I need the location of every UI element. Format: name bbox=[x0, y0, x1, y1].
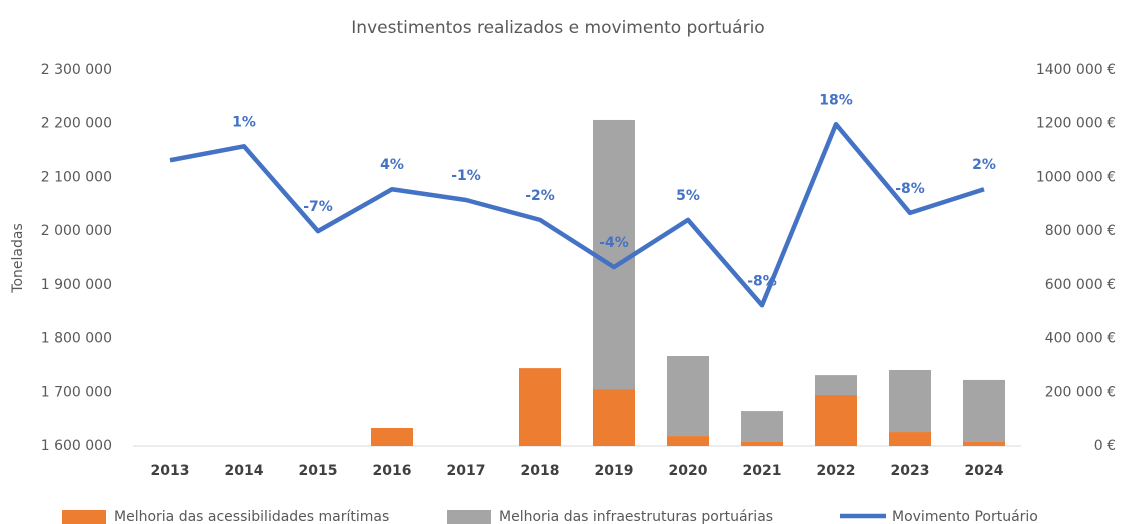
x-tick-label: 2015 bbox=[299, 463, 338, 479]
change-label: -1% bbox=[451, 168, 481, 184]
bar bbox=[889, 432, 931, 446]
bar bbox=[741, 411, 783, 442]
bar bbox=[963, 379, 1005, 442]
bar bbox=[667, 356, 709, 437]
x-tick-label: 2024 bbox=[965, 463, 1004, 479]
x-tick-label: 2021 bbox=[743, 463, 782, 479]
y-tick-label: 1 900 000 bbox=[41, 277, 112, 293]
x-tick-label: 2017 bbox=[447, 463, 486, 479]
legend-label: Movimento Portuário bbox=[892, 509, 1038, 524]
x-tick-label: 2013 bbox=[151, 463, 190, 479]
y-tick-label: 2 000 000 bbox=[41, 223, 112, 239]
legend-label: Melhoria das acessibilidades marítimas bbox=[114, 509, 389, 524]
change-label: 4% bbox=[380, 157, 404, 173]
change-label: 5% bbox=[676, 188, 700, 204]
y2-tick-label: 400 000 € bbox=[1045, 331, 1116, 347]
change-label: -8% bbox=[747, 273, 777, 289]
bar bbox=[371, 428, 413, 446]
bar bbox=[593, 389, 635, 446]
legend-swatch bbox=[62, 510, 106, 524]
change-label: -4% bbox=[599, 235, 629, 251]
x-tick-label: 2020 bbox=[669, 463, 708, 479]
bar bbox=[889, 369, 931, 433]
legend-label: Melhoria das infraestruturas portuárias bbox=[499, 509, 773, 524]
y2-tick-label: 0 € bbox=[1094, 438, 1116, 454]
x-tick-label: 2023 bbox=[891, 463, 930, 479]
line bbox=[169, 122, 985, 308]
y2-tick-label: 1000 000 € bbox=[1036, 169, 1116, 185]
change-label: -7% bbox=[303, 199, 333, 215]
y2-tick-label: 1400 000 € bbox=[1036, 62, 1116, 78]
bar bbox=[815, 394, 857, 446]
y-axis-title: Toneladas bbox=[10, 223, 26, 293]
bar bbox=[815, 375, 857, 395]
legend-swatch bbox=[447, 510, 491, 524]
y2-tick-label: 1200 000 € bbox=[1036, 116, 1116, 132]
x-tick-label: 2016 bbox=[373, 463, 412, 479]
bar bbox=[519, 368, 561, 446]
x-tick-label: 2019 bbox=[595, 463, 634, 479]
change-label: -2% bbox=[525, 188, 555, 204]
y2-tick-label: 800 000 € bbox=[1045, 223, 1116, 239]
y-tick-label: 1 700 000 bbox=[41, 384, 112, 400]
y-tick-label: 2 100 000 bbox=[41, 169, 112, 185]
bar bbox=[963, 441, 1005, 446]
change-label: 18% bbox=[819, 92, 853, 108]
change-label: 2% bbox=[972, 157, 996, 173]
x-tick-label: 2014 bbox=[225, 463, 264, 479]
y-tick-label: 1 800 000 bbox=[41, 331, 112, 347]
y-tick-label: 2 200 000 bbox=[41, 116, 112, 132]
bar bbox=[667, 436, 709, 446]
y2-tick-label: 600 000 € bbox=[1045, 277, 1116, 293]
chart-title: Investimentos realizados e movimento por… bbox=[351, 18, 764, 38]
change-label: -8% bbox=[895, 181, 925, 197]
x-tick-label: 2018 bbox=[521, 463, 560, 479]
x-tick-label: 2022 bbox=[817, 463, 856, 479]
y-tick-label: 1 600 000 bbox=[41, 438, 112, 454]
y2-tick-label: 200 000 € bbox=[1045, 384, 1116, 400]
change-label: 1% bbox=[232, 114, 256, 130]
y-tick-label: 2 300 000 bbox=[41, 62, 112, 78]
bar bbox=[741, 441, 783, 446]
bar bbox=[593, 119, 635, 390]
